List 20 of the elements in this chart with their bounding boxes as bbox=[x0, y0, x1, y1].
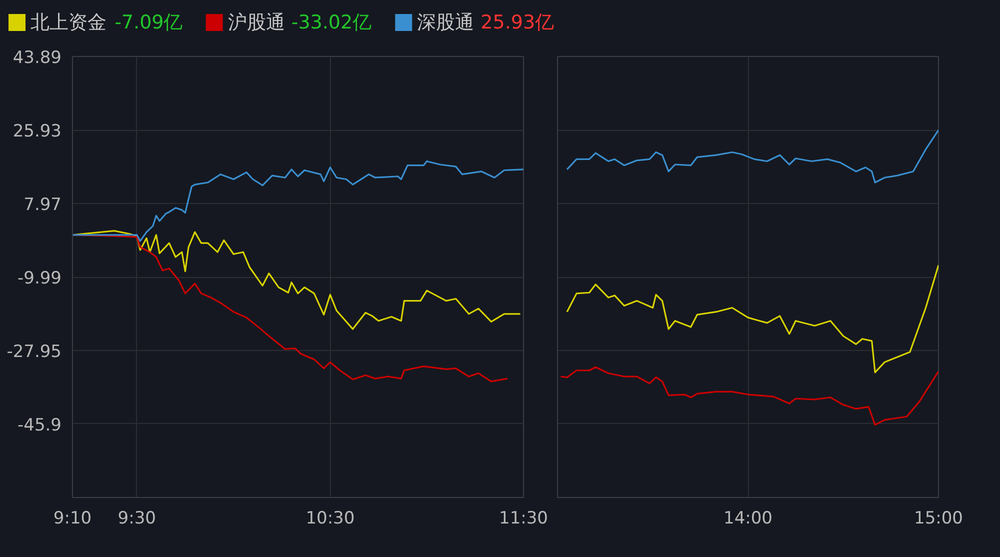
legend-label: 北上资金 bbox=[30, 12, 106, 34]
y-tick-label: -45.9 bbox=[18, 415, 62, 436]
y-tick-label: 43.89 bbox=[12, 48, 62, 68]
line-series bbox=[72, 160, 524, 242]
y-tick-label: -9.99 bbox=[18, 268, 62, 289]
x-tick-label: 15:00 bbox=[914, 508, 964, 528]
legend-label: 深股通 bbox=[417, 12, 474, 34]
text: -7.09亿 bbox=[114, 12, 183, 34]
legend-label: 沪股通 bbox=[228, 12, 285, 34]
text: -33.02亿 bbox=[291, 12, 372, 34]
x-tick-label: 9:10 bbox=[53, 508, 92, 528]
x-tick-label: 9:30 bbox=[118, 508, 156, 528]
x-tick-label: 11:30 bbox=[499, 508, 548, 528]
x-tick-label: 10:30 bbox=[306, 508, 355, 528]
text: 25.93亿 bbox=[480, 12, 554, 34]
x-tick-label: 14:00 bbox=[724, 508, 773, 528]
y-tick-label: 25.93 bbox=[12, 122, 62, 142]
line-series bbox=[72, 234, 508, 382]
y-tick-label: -27.95 bbox=[6, 342, 62, 362]
y-tick-label: 7.97 bbox=[24, 195, 62, 216]
